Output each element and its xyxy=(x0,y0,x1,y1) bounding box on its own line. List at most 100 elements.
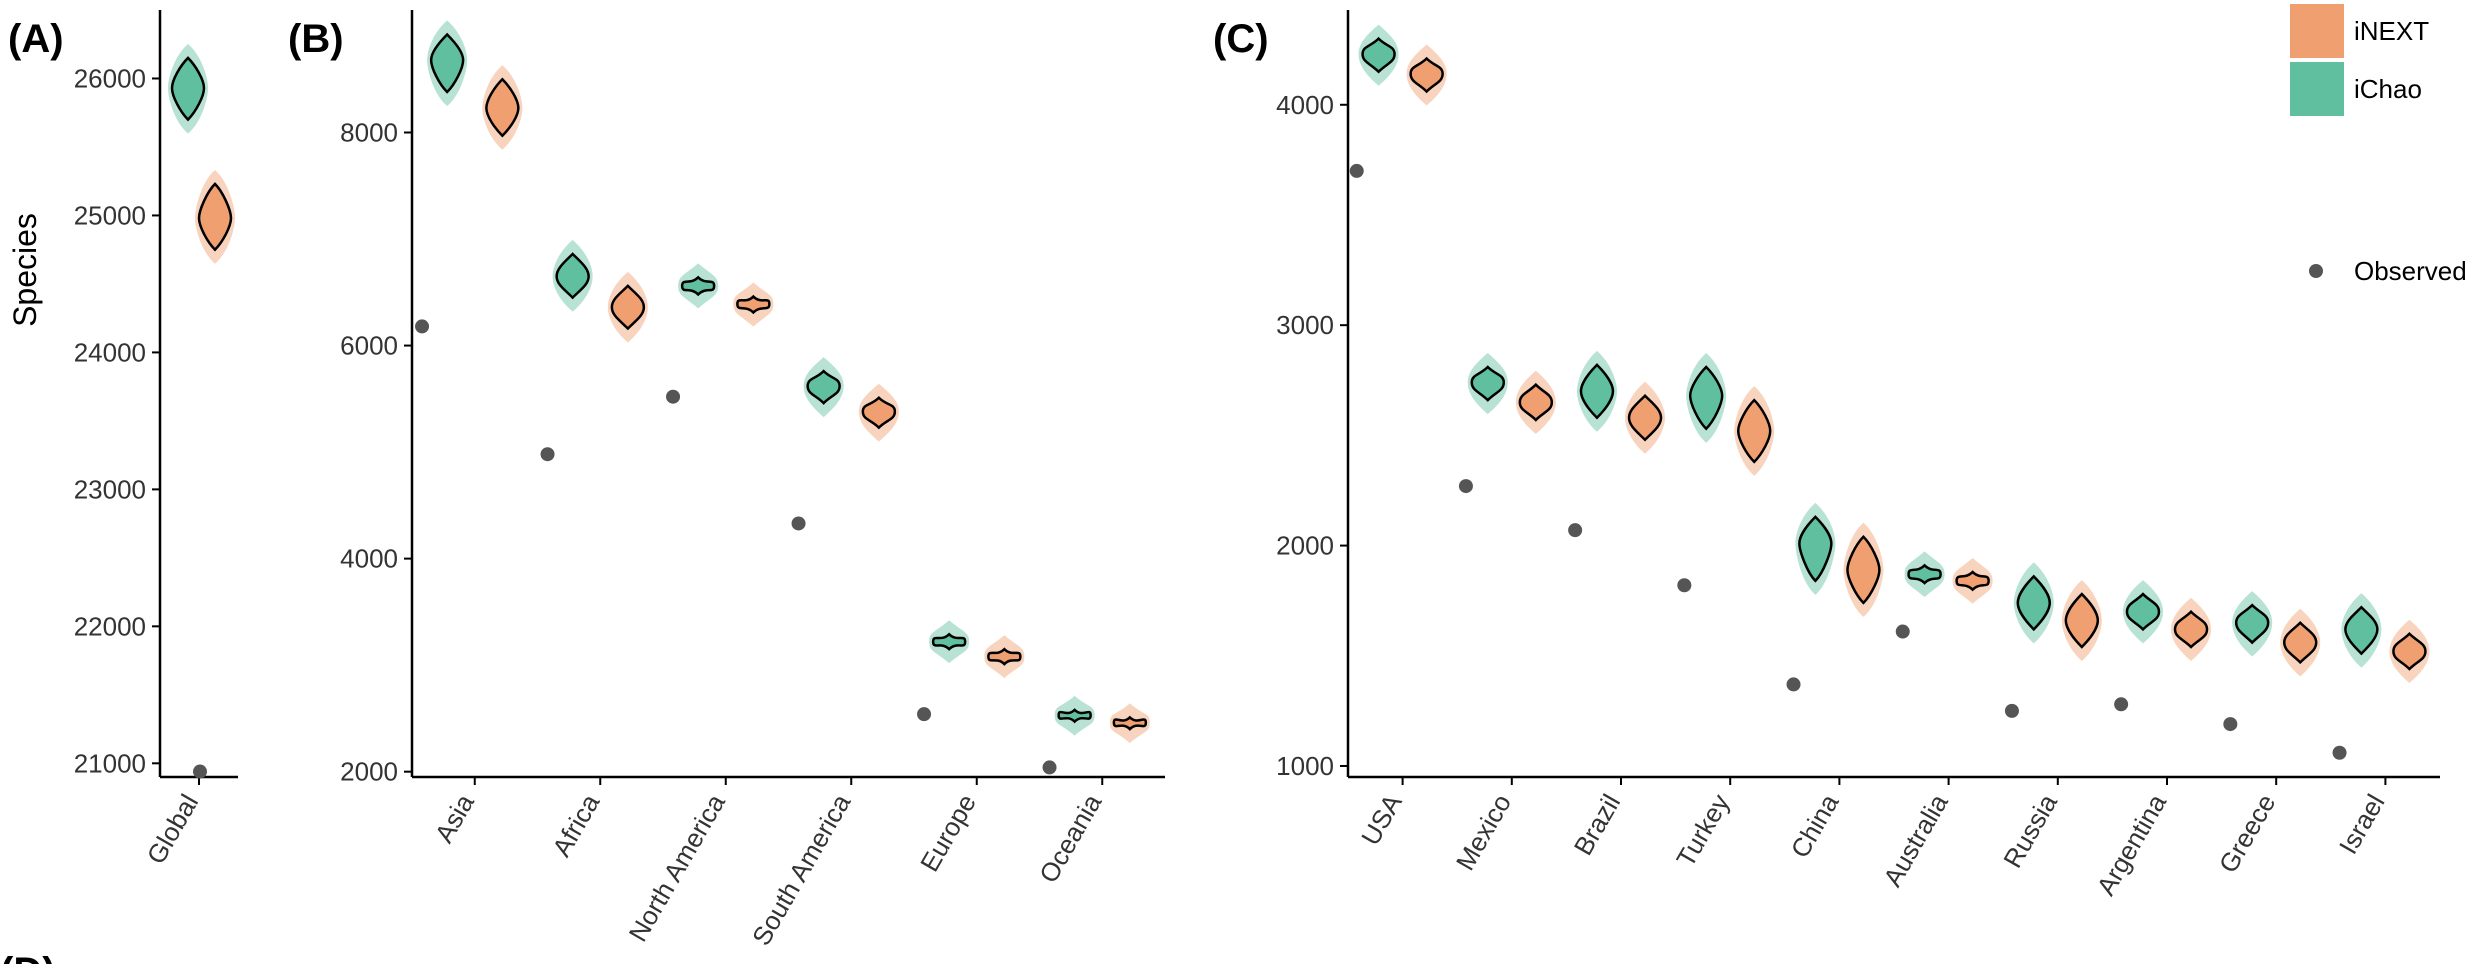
inext-violin xyxy=(1518,382,1554,422)
x-tick-label: Australia xyxy=(1877,789,1954,892)
x-tick-label: Argentina xyxy=(2091,789,2173,901)
observed-point xyxy=(1042,760,1057,775)
legend-item-inext: iNEXT xyxy=(2290,4,2429,58)
inext-violin xyxy=(1627,393,1663,442)
inext-violin xyxy=(2173,609,2209,649)
ichao-violin xyxy=(1688,365,1724,431)
observed-point xyxy=(540,447,555,462)
y-axis-label: Species xyxy=(7,213,43,327)
ichao-violin xyxy=(806,369,841,405)
inext-violin xyxy=(987,647,1022,666)
panel--a-: (A) 21000 22000 23000 24000 25000 26000 Global xyxy=(8,10,238,869)
ichao-violin xyxy=(1057,708,1092,724)
inext-violin xyxy=(2064,592,2100,649)
inext-violin xyxy=(861,395,897,430)
ichao-violin xyxy=(2234,603,2270,645)
legend-ichao-swatch xyxy=(2290,62,2344,116)
footer-panel-label: (D) xyxy=(0,950,56,964)
ichao-violin xyxy=(1361,36,1396,74)
x-tick-label: USA xyxy=(1355,788,1408,850)
observed-point xyxy=(2223,717,2238,732)
ichao-violin xyxy=(429,32,465,94)
observed-point xyxy=(666,389,681,404)
x-tick-label: Oceania xyxy=(1033,789,1108,888)
panel--c-: (C) 1000 2000 3000 4000 USA Mexico Brazil Turkey… xyxy=(1213,10,2440,900)
x-tick-label: Mexico xyxy=(1450,789,1517,875)
inext-violin xyxy=(485,77,520,138)
legend-inext-swatch xyxy=(2290,4,2344,58)
y-tick-label: 8000 xyxy=(340,118,398,148)
x-tick-label: Europe xyxy=(914,789,982,877)
observed-point xyxy=(917,707,932,722)
inext-violin xyxy=(1112,715,1148,731)
category-mexico: Mexico xyxy=(1450,353,1556,875)
observed-point xyxy=(1677,578,1692,593)
observed-point xyxy=(1349,163,1364,178)
panel-label: (B) xyxy=(288,17,344,61)
category-oceania: Oceania xyxy=(1033,695,1150,888)
category-israel: Israel xyxy=(2332,593,2430,859)
category-usa: USA xyxy=(1349,24,1447,850)
y-tick-label: 2000 xyxy=(1276,531,1334,561)
category-turkey: Turkey xyxy=(1670,353,1775,872)
legend-item-observed: Observed xyxy=(2309,256,2467,286)
inext-violin xyxy=(736,294,771,315)
observed-point xyxy=(1895,624,1910,639)
category-south-america: South America xyxy=(746,357,899,950)
category-africa: Africa xyxy=(540,239,648,862)
x-tick-label: South America xyxy=(746,789,857,951)
ichao-violin xyxy=(1470,365,1506,402)
y-tick-label: 24000 xyxy=(74,337,146,367)
legend: iNEXT iChao Observed xyxy=(2290,4,2467,286)
inext-violin xyxy=(1846,534,1881,605)
y-tick-label: 3000 xyxy=(1276,310,1334,340)
inext-violin xyxy=(1409,56,1444,94)
y-tick-label: 1000 xyxy=(1276,751,1334,781)
inext-violin xyxy=(610,284,646,331)
observed-point xyxy=(2332,745,2347,760)
ichao-violin xyxy=(2125,592,2161,632)
legend-item-ichao: iChao xyxy=(2290,62,2422,116)
x-tick-label: China xyxy=(1785,789,1845,863)
category-australia: Australia xyxy=(1877,551,1993,892)
ichao-violin xyxy=(931,632,967,651)
category-asia: Asia xyxy=(415,20,523,848)
observed-point xyxy=(2004,703,2019,718)
inext-violin xyxy=(2282,620,2318,665)
ichao-violin xyxy=(2344,605,2379,656)
y-tick-label: 26000 xyxy=(74,63,146,93)
category-north-america: North America xyxy=(623,263,774,947)
category-global: Global xyxy=(141,43,235,869)
x-tick-label: Global xyxy=(141,789,205,869)
panel--b-: (B) 2000 4000 6000 8000 Asia Africa North Ameri… xyxy=(288,10,1165,950)
y-tick-label: 4000 xyxy=(1276,90,1334,120)
x-tick-label: Africa xyxy=(546,789,605,862)
observed-point xyxy=(1568,523,1583,538)
y-tick-label: 25000 xyxy=(74,200,146,230)
inext-violin xyxy=(197,182,233,252)
ichao-violin xyxy=(2016,574,2052,632)
x-tick-label: Asia xyxy=(429,789,481,848)
x-tick-label: Israel xyxy=(2333,789,2391,859)
category-china: China xyxy=(1785,502,1884,863)
category-brazil: Brazil xyxy=(1568,350,1666,860)
category-europe: Europe xyxy=(914,620,1025,877)
category-greece: Greece xyxy=(2213,591,2321,878)
ichao-violin xyxy=(1798,515,1833,583)
inext-violin xyxy=(1955,570,1990,592)
ichao-violin xyxy=(680,275,716,297)
legend-label: iNEXT xyxy=(2354,16,2429,46)
observed-point xyxy=(2114,697,2129,712)
panel-label: (A) xyxy=(8,17,64,61)
ichao-violin xyxy=(1907,563,1942,585)
legend-observed-swatch xyxy=(2309,264,2323,278)
observed-point xyxy=(193,764,207,779)
ichao-violin xyxy=(1579,363,1615,420)
x-tick-label: Brazil xyxy=(1568,789,1626,860)
ichao-violin xyxy=(170,56,206,122)
observed-point xyxy=(1786,677,1801,692)
inext-violin xyxy=(2392,631,2427,671)
inext-violin xyxy=(1736,398,1772,464)
category-russia: Russia xyxy=(1997,562,2102,873)
